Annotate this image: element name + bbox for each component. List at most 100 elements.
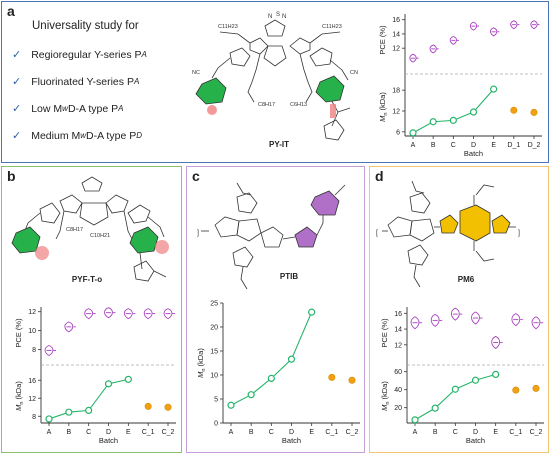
x-tick-label: D_2 <box>528 142 541 149</box>
pce-tick-label: 12 <box>392 46 400 53</box>
mn-axis-label: Mn (kDa) <box>196 348 207 378</box>
x-tick-label: A <box>229 429 234 436</box>
study-item-text: Fluorinated Y-series P <box>31 75 134 88</box>
mn-point <box>65 408 73 416</box>
svg-text:[: [ <box>376 230 378 237</box>
pce-violin-4 <box>123 308 133 320</box>
mn-point <box>124 375 132 383</box>
pm6-structure: [ ] <box>376 180 520 288</box>
mn-tick-label: 16 <box>28 378 36 385</box>
x-tick-label: D <box>471 142 476 149</box>
mn-recycled-point <box>530 108 538 116</box>
mn-axis-label: Mn (kDa) <box>380 381 391 411</box>
mn-point <box>451 385 459 393</box>
pce-violin-3 <box>469 21 478 31</box>
x-tick-label: A <box>413 429 418 436</box>
svg-text:N: N <box>282 14 286 20</box>
mn-point <box>490 85 498 93</box>
mn-point <box>469 108 478 116</box>
pce-violin-2 <box>450 307 460 321</box>
mn-point <box>471 376 480 384</box>
study-item-text: D-A type P <box>86 129 137 142</box>
pce-tick-label: 14 <box>394 327 402 334</box>
svg-text:]: ] <box>197 230 199 237</box>
compound-label-ptib: PTIB <box>279 272 299 281</box>
mn-recycled-point <box>512 386 520 394</box>
x-axis-title: Batch <box>99 436 118 445</box>
mn-point <box>45 415 53 423</box>
x-tick-label: B <box>433 429 438 436</box>
compound-label-py-it: PY-IT <box>268 140 289 149</box>
pce-violin-1 <box>430 313 440 327</box>
pce-axis-label: PCE (%) <box>380 318 389 348</box>
mn-point <box>247 391 255 399</box>
mn-tick-label: 10 <box>210 373 218 380</box>
pce-violin-2 <box>449 35 457 45</box>
pce-tick-label: 8 <box>32 347 36 354</box>
pce-violin-5 <box>510 20 518 30</box>
mn-tick-label: 0 <box>214 421 218 428</box>
subscript: A <box>141 50 147 59</box>
pce-violin-4 <box>491 335 501 349</box>
x-tick-label: C_1 <box>509 429 522 436</box>
x-tick-label: C_2 <box>530 429 543 436</box>
study-title: Universality study for <box>32 20 139 32</box>
svg-text:C8H17: C8H17 <box>66 227 83 233</box>
pce-tick-label: 12 <box>28 309 36 316</box>
x-tick-label: B <box>66 429 71 436</box>
subscript: D <box>136 131 142 140</box>
x-tick-label: C_1 <box>325 429 338 436</box>
panel-b: b C8H17 C10H21 PYF-T-o 8 12 16 Mn (kDa) A B C D… <box>1 166 182 453</box>
svg-text:NC: NC <box>192 70 200 76</box>
x-tick-label: A <box>411 142 416 149</box>
compound-label-pyf-t-o: PYF-T-o <box>71 275 103 284</box>
pce-violin-1 <box>64 321 74 333</box>
mn-point <box>308 308 316 316</box>
x-tick-label: E <box>493 429 498 436</box>
check-icon: ✓ <box>12 49 22 61</box>
x-axis-title: Batch <box>464 149 483 158</box>
x-tick-label: D_1 <box>507 142 520 149</box>
x-tick-label: C <box>453 429 458 436</box>
panel-d-label: d <box>375 168 384 184</box>
chart-c: 0 5 10 15 20 25 Mn (kDa) A B C D E C_1 C_2 Batch <box>196 301 360 445</box>
mn-point <box>104 380 113 388</box>
mn-point <box>409 129 417 137</box>
x-tick-label: B <box>249 429 254 436</box>
mn-line <box>412 88 495 134</box>
study-item-text: Low M <box>31 102 63 115</box>
svg-text:S: S <box>276 12 280 18</box>
mn-recycled-point <box>348 376 356 384</box>
x-tick-label: D <box>106 429 111 436</box>
x-tick-label: C_2 <box>346 429 359 436</box>
panel-b-label: b <box>7 168 16 184</box>
mn-line <box>230 311 313 406</box>
mn-tick-label: 18 <box>392 88 400 95</box>
mn-recycled-point <box>532 384 540 392</box>
pce-violin-6 <box>163 308 173 320</box>
mn-tick-label: 12 <box>392 108 400 115</box>
pyf-t-o-structure: C8H17 C10H21 <box>11 176 169 282</box>
mn-tick-label: 15 <box>210 349 218 356</box>
x-axis-title: Batch <box>282 436 301 445</box>
svg-text:C11H23: C11H23 <box>322 24 342 30</box>
mn-line <box>414 373 496 421</box>
pce-tick-label: 12 <box>394 342 402 349</box>
mn-recycled-point <box>164 403 172 411</box>
pce-violin-6 <box>531 316 541 330</box>
pce-violin-3 <box>104 307 113 319</box>
study-item-text: Medium M <box>31 129 81 142</box>
svg-text:N: N <box>268 14 272 20</box>
mn-point <box>287 355 296 363</box>
svg-text:CN: CN <box>350 70 358 76</box>
x-tick-label: C_1 <box>142 429 155 436</box>
x-tick-label: E <box>491 142 496 149</box>
x-axis-title: Batch <box>466 436 485 445</box>
mn-tick-label: 6 <box>396 129 400 136</box>
